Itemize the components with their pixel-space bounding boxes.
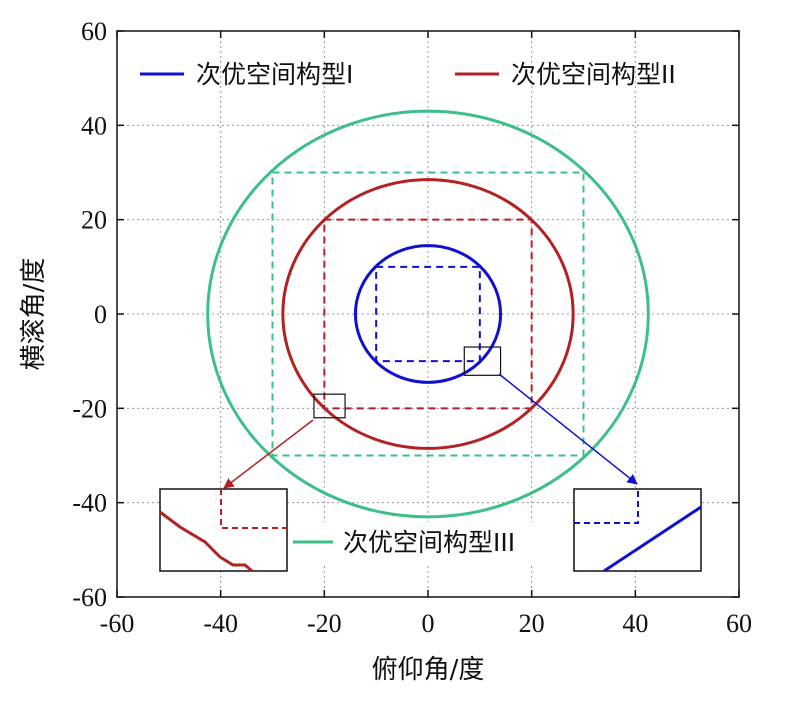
x-tick-label: 0	[422, 609, 435, 638]
y-tick-label: 40	[81, 111, 107, 140]
y-tick-label: -40	[72, 489, 107, 518]
inset-right-curve	[603, 505, 702, 573]
x-tick-label: -60	[100, 609, 135, 638]
y-tick-label: 60	[81, 17, 107, 46]
series-3-box	[271, 171, 585, 457]
x-tick-label: -40	[203, 609, 238, 638]
zoom-arrow-right	[498, 373, 638, 485]
zoom-region-markers	[313, 346, 502, 419]
zoom-arrow-left	[223, 419, 314, 489]
inset-left-box	[220, 489, 287, 529]
zoom-region-2	[463, 346, 502, 376]
legend-label-series-3: 次优空间构型III	[343, 528, 515, 557]
tick-labels: -60 -40 -20 0 20 40 60 -60 -40 -20 0 20 40 60	[72, 17, 752, 638]
legend: 次优空间构型I 次优空间构型II 次优空间构型III	[140, 60, 676, 564]
y-tick-label: -20	[72, 394, 107, 423]
ellipses	[206, 109, 650, 519]
axis-ticks	[116, 30, 740, 598]
x-axis-title: 俯仰角/度	[372, 655, 485, 685]
legend-label-series-2: 次优空间构型II	[511, 60, 676, 89]
dashed-boxes	[271, 171, 585, 457]
legend-bg-series-3	[290, 522, 570, 564]
y-tick-label: 20	[81, 206, 107, 235]
inset-right-box	[574, 489, 639, 524]
zoom-inset-left	[159, 488, 288, 573]
x-tick-label: 20	[519, 609, 545, 638]
x-tick-label: -20	[307, 609, 342, 638]
series-1-ellipse	[353, 244, 503, 384]
series-1-box	[375, 265, 481, 363]
y-tick-label: 0	[94, 300, 107, 329]
inset-left-curve	[159, 510, 253, 573]
series-2-box	[323, 218, 533, 410]
y-axis-title: 横滚角/度	[19, 258, 49, 371]
x-tick-label: 40	[622, 609, 648, 638]
zoom-inset-right	[573, 488, 702, 573]
y-tick-label: -60	[72, 583, 107, 612]
series-3-ellipse	[206, 109, 650, 519]
zoom-region-1	[313, 393, 346, 419]
legend-label-series-1: 次优空间构型I	[196, 60, 353, 89]
series-2-ellipse	[281, 178, 575, 450]
x-tick-label: 60	[726, 609, 752, 638]
